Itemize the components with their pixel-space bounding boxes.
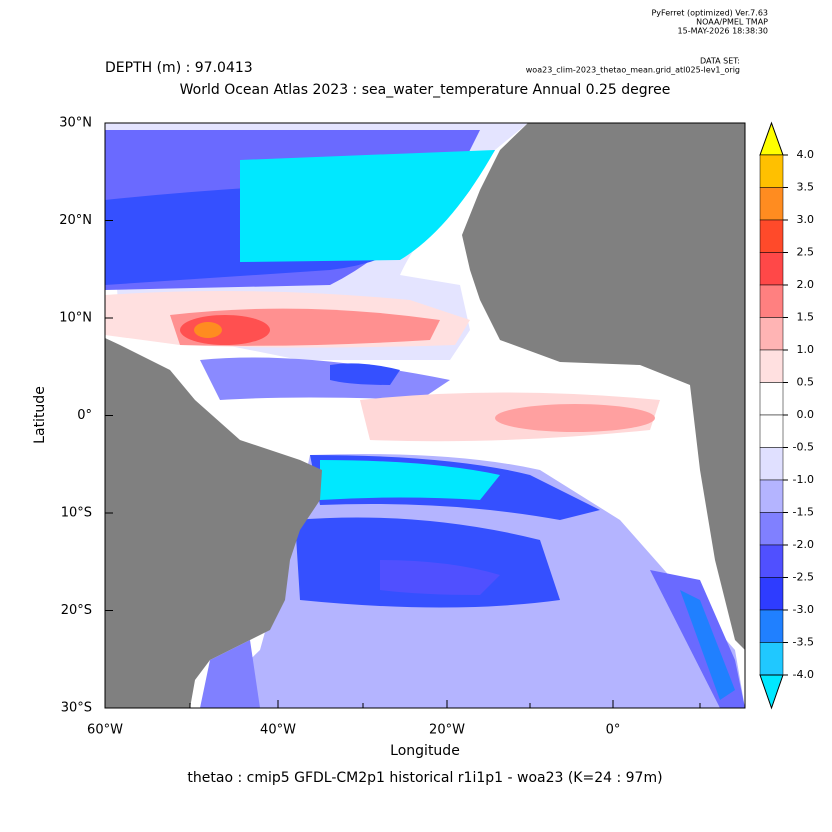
colorbar-label: -1.0 xyxy=(793,473,814,486)
y-tick-label: 0° xyxy=(77,408,92,423)
y-tick-label: 10°S xyxy=(61,506,92,521)
x-label: Longitude xyxy=(390,743,460,759)
dataset-label: DATA SET: xyxy=(700,57,740,66)
colorbar-label: -1.5 xyxy=(793,506,814,519)
colorbar: 4.0 3.5 3.0 2.5 2.0 1.5 1.0 0.5 0.0 -0.5 -1.0 -1.5 -… xyxy=(759,121,815,710)
colorbar-label: -3.0 xyxy=(793,603,814,616)
colorbar-label: 0.0 xyxy=(797,408,815,421)
colorbar-bin xyxy=(759,447,784,481)
colorbar-label: 3.5 xyxy=(797,181,815,194)
map-field xyxy=(104,122,746,709)
colorbar-bin xyxy=(759,512,784,546)
depth: DEPTH (m) : 97.0413 xyxy=(105,60,253,76)
colorbar-bottom xyxy=(759,674,784,710)
y-tick-label: 20°N xyxy=(59,213,92,228)
colorbar-top xyxy=(759,121,784,156)
colorbar-bin xyxy=(759,284,784,318)
colorbar-bin xyxy=(759,187,784,221)
y-tick-label: 20°S xyxy=(61,603,92,618)
colorbar-bin xyxy=(759,349,784,383)
colorbar-label: 2.0 xyxy=(797,278,815,291)
colorbar-label: -0.5 xyxy=(793,441,814,454)
title: World Ocean Atlas 2023 : sea_water_tempe… xyxy=(180,82,671,98)
y-tick-label: 10°N xyxy=(59,311,92,326)
dataset: woa23_clim-2023_thetao_mean.grid_atl025-… xyxy=(526,66,740,75)
colorbar-bin xyxy=(759,414,784,448)
colorbar-bin xyxy=(759,252,784,286)
date: 15-MAY-2026 18:38:30 xyxy=(678,27,768,36)
colorbar-bin xyxy=(759,642,784,676)
colorbar-label: 1.0 xyxy=(797,343,815,356)
colorbar-label: 4.0 xyxy=(797,148,815,161)
colorbar-label: 3.0 xyxy=(797,213,815,226)
colorbar-label: -2.5 xyxy=(793,571,814,584)
x-tick-label: 20°W xyxy=(429,723,465,738)
colorbar-bin xyxy=(759,609,784,643)
colorbar-bin xyxy=(759,154,784,188)
x-tick-label: 60°W xyxy=(87,723,123,738)
colorbar-label: 2.5 xyxy=(797,246,815,259)
colorbar-bin xyxy=(759,317,784,351)
colorbar-bin xyxy=(759,577,784,611)
colorbar-label: 1.5 xyxy=(797,311,815,324)
colorbar-label: -3.5 xyxy=(793,636,814,649)
org: NOAA/PMEL TMAP xyxy=(696,18,768,27)
software: PyFerret (optimized) Ver.7.63 xyxy=(651,9,768,18)
colorbar-label: -4.0 xyxy=(793,668,814,681)
y-tick-label: 30°S xyxy=(61,701,92,716)
colorbar-label: -2.0 xyxy=(793,538,814,551)
x-tick-label: 40°W xyxy=(260,723,296,738)
colorbar-bin xyxy=(759,382,784,416)
caption: thetao : cmip5 GFDL-CM2p1 historical r1i… xyxy=(187,770,662,786)
colorbar-label: 0.5 xyxy=(797,376,815,389)
x-tick-label: 0° xyxy=(606,723,621,738)
y-tick-label: 30°N xyxy=(59,116,92,131)
x-ticks: 60°W 40°W 20°W 0° 30°N 20°N 10°N 0° 10°S 20°S 30°S xyxy=(59,116,701,738)
colorbar-bin xyxy=(759,479,784,513)
colorbar-bin xyxy=(759,544,784,578)
y-label: Latitude xyxy=(32,386,48,444)
colorbar-bin xyxy=(759,219,784,253)
